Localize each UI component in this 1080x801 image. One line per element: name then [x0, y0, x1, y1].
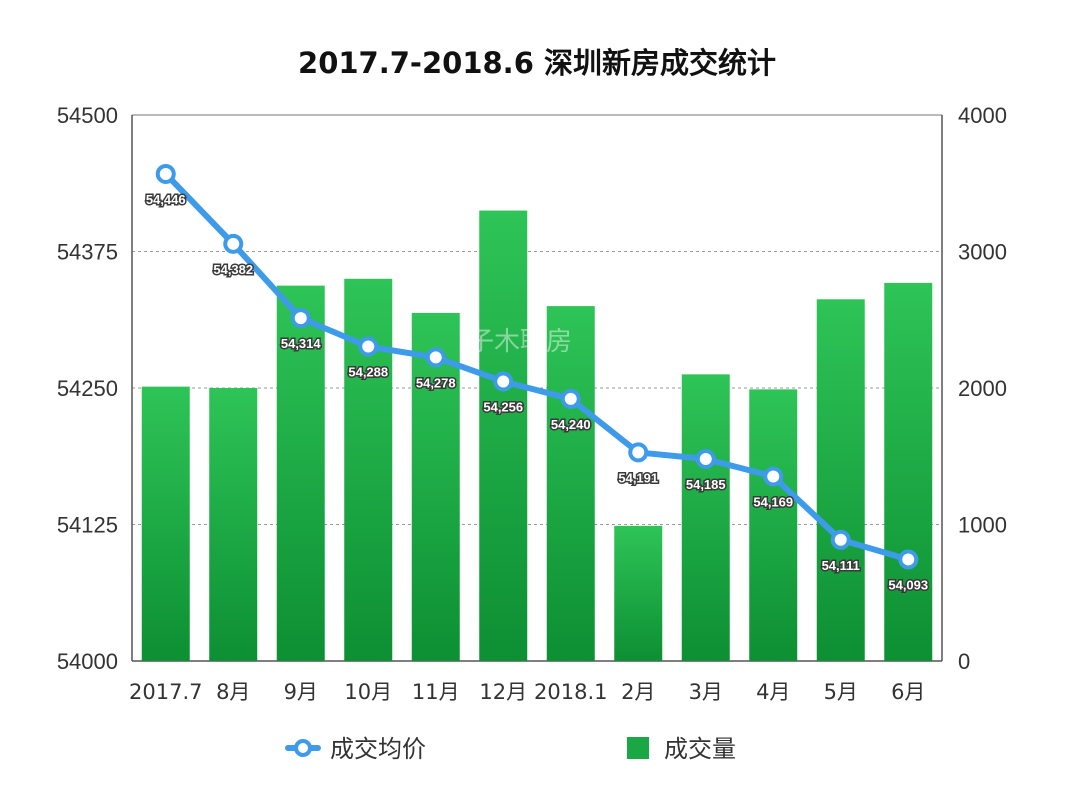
x-tick-label: 9月: [284, 680, 318, 704]
x-tick-label: 8月: [216, 680, 250, 704]
x-tick-label: 4月: [756, 680, 790, 704]
bar-10月: [344, 278, 393, 661]
avg-price-label-2017.7: 54,446: [146, 192, 186, 207]
watermark: 子木聊房: [468, 327, 572, 357]
bar-11月: [411, 312, 460, 661]
avg-price-label-8月: 54,382: [213, 262, 253, 277]
x-tick-label: 2018.1: [534, 680, 607, 704]
bar-12月: [479, 210, 528, 662]
legend-bar-swatch: [627, 737, 649, 759]
right-tick-label: 4000: [958, 103, 1007, 128]
chart-title: 2017.7-2018.6 深圳新房成交统计: [298, 46, 776, 80]
x-tick-label: 6月: [891, 680, 925, 704]
legend-line-marker: [294, 739, 312, 757]
left-tick-label: 54125: [57, 513, 118, 538]
right-tick-label: 3000: [958, 240, 1007, 265]
legend-label-line: 成交均价: [330, 735, 426, 763]
bar-8月: [209, 388, 258, 661]
x-tick-label: 10月: [344, 680, 392, 704]
x-tick-label: 2月: [621, 680, 655, 704]
x-tick-label: 11月: [412, 680, 460, 704]
avg-price-point-5月: [830, 529, 851, 550]
data-labels: 54,446 54,382 54,314 54,288 54,278 54,256 54,2…: [144, 190, 929, 593]
right-tick-label: 1000: [958, 513, 1007, 538]
avg-price-label-2018.1: 54,240: [551, 417, 591, 432]
bar-2018.1: [546, 306, 595, 661]
left-tick-label: 54250: [57, 376, 118, 401]
x-tick-label: 5月: [824, 680, 858, 704]
bar-4月: [749, 389, 798, 661]
avg-price-line: [162, 170, 912, 563]
avg-price-point-2017.7: [155, 163, 176, 184]
avg-price-label-12月: 54,256: [483, 399, 523, 414]
legend-item-bar: 成交量: [627, 735, 736, 763]
bar-2017.7: [141, 386, 190, 661]
avg-price-label-3月: 54,185: [686, 477, 726, 492]
bar-series: [141, 210, 933, 662]
legend-item-line: 成交均价: [285, 735, 426, 763]
avg-price-point-8月: [223, 233, 244, 254]
bar-3月: [681, 374, 730, 661]
avg-price-label-2月: 54,191: [618, 470, 658, 485]
x-tick-label: 3月: [689, 680, 723, 704]
avg-price-label-4月: 54,169: [753, 494, 793, 509]
avg-price-point-11月: [425, 347, 446, 368]
avg-price-label-6月: 54,093: [888, 577, 928, 592]
right-tick-label: 0: [958, 649, 970, 674]
bar-6月: [884, 282, 933, 661]
legend-label-bar: 成交量: [664, 735, 736, 763]
avg-price-point-2月: [628, 442, 649, 463]
avg-price-point-9月: [290, 308, 311, 329]
avg-price-point-4月: [763, 466, 784, 487]
left-tick-label: 54500: [57, 103, 118, 128]
avg-price-point-12月: [493, 371, 514, 392]
avg-price-point-2018.1: [560, 388, 581, 409]
left-tick-label: 54375: [57, 240, 118, 265]
avg-price-label-5月: 54,111: [822, 558, 860, 573]
legend: 成交均价 成交量: [285, 735, 736, 763]
avg-price-label-10月: 54,288: [348, 365, 388, 380]
avg-price-point-10月: [358, 336, 379, 357]
bar-5月: [816, 299, 865, 661]
bar-9月: [276, 285, 325, 661]
tick-labels: 54500 54375 54250 54125 54000 4000 3000 2000 100…: [57, 103, 1007, 704]
axes: [131, 114, 943, 662]
avg-price-point-6月: [898, 549, 919, 570]
avg-price-label-11月: 54,278: [416, 375, 456, 390]
x-tick-label: 2017.7: [129, 680, 202, 704]
right-tick-label: 2000: [958, 376, 1007, 401]
avg-price-point-3月: [695, 448, 716, 469]
avg-price-label-9月: 54,314: [281, 336, 322, 351]
x-tick-label: 12月: [479, 680, 527, 704]
bar-2月: [614, 525, 663, 661]
line-series: [155, 163, 919, 570]
left-tick-label: 54000: [57, 649, 118, 674]
